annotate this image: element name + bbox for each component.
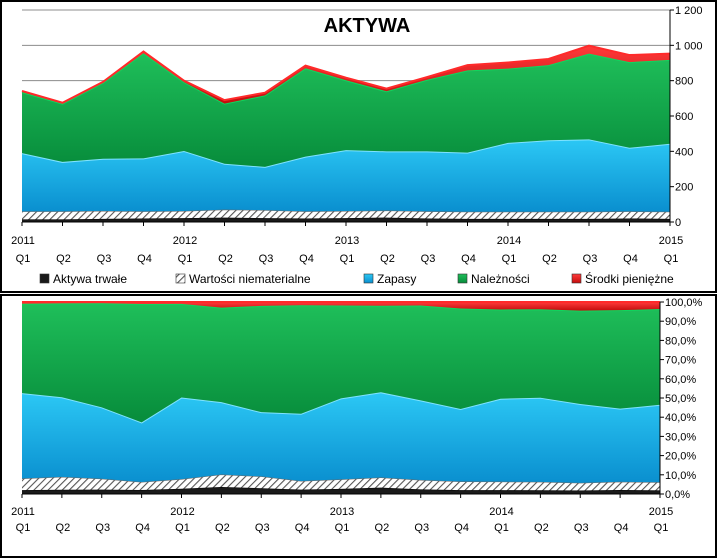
x-tick-label: Q4 <box>137 253 152 265</box>
y-tick-label: 30,0% <box>665 431 696 443</box>
x-tick-label: Q1 <box>654 522 669 534</box>
bottom-panel: 0,0% 10,0% 20,0% 30,0% 40,0% 50,0% 60,0% 70,0% 8… <box>11 297 702 534</box>
chart-title: AKTYWA <box>324 15 411 37</box>
x-tick-label: Q2 <box>542 253 557 265</box>
top-panel: 0 200 400 600 800 1 000 1 200 Q1 Q2 Q3 Q4 Q1 Q2 Q3 Q4 Q… <box>11 5 702 265</box>
x-tick-label: Q3 <box>97 253 112 265</box>
x-tick-label: Q1 <box>335 522 350 534</box>
x-tick-label: Q2 <box>56 253 71 265</box>
x-tick-label: Q2 <box>56 522 71 534</box>
x-tick-label: Q4 <box>299 253 314 265</box>
area-series-naleznosci <box>22 53 670 167</box>
x-tick-label: Q1 <box>16 253 31 265</box>
area-series-naleznosci <box>22 303 660 423</box>
legend-swatch <box>571 273 582 284</box>
x-year-label: 2012 <box>170 506 194 518</box>
y-tick-label: 800 <box>675 76 693 88</box>
y-tick-label: 1 200 <box>675 5 703 17</box>
x-tick-label: Q3 <box>583 253 598 265</box>
x-year-label: 2011 <box>11 235 35 247</box>
y-tick-label: 40,0% <box>665 412 696 424</box>
x-year-label: 2011 <box>11 506 35 518</box>
area-series-zapasy <box>22 139 670 212</box>
x-tick-label: Q3 <box>95 522 110 534</box>
legend-label: Zapasy <box>377 272 416 286</box>
area-edge-srodki-pieniezne <box>21 44 671 104</box>
y-tick-label: 100,0% <box>665 297 703 309</box>
x-year-label: 2012 <box>173 235 197 247</box>
x-year-label: 2013 <box>330 506 354 518</box>
legend-swatch <box>363 273 374 284</box>
x-tick-label: Q1 <box>178 253 193 265</box>
x-tick-label: Q2 <box>215 522 230 534</box>
legend-swatch <box>175 273 186 284</box>
y-tick-label: 60,0% <box>665 374 696 386</box>
x-tick-label: Q4 <box>295 522 310 534</box>
y-tick-label: 90,0% <box>665 316 696 328</box>
x-tick-label: Q2 <box>380 253 395 265</box>
x-year-label: 2015 <box>659 235 683 247</box>
y-tick-label: 20,0% <box>665 451 696 463</box>
area-series-srodki-pieniezne <box>22 302 660 311</box>
x-tick-label: Q4 <box>135 522 150 534</box>
x-tick-label: Q4 <box>623 253 638 265</box>
area-series-srodki-pieniezne <box>22 45 670 104</box>
x-tick-label: Q2 <box>218 253 233 265</box>
x-year-label: 2013 <box>335 235 359 247</box>
area-series-aktywa-trwale <box>22 217 670 222</box>
y-tick-label: 1 000 <box>675 40 703 52</box>
x-tick-label: Q3 <box>255 522 270 534</box>
x-tick-label: Q3 <box>421 253 436 265</box>
x-year-label: 2014 <box>497 235 521 247</box>
x-tick-label: Q2 <box>375 522 390 534</box>
y-tick-label: 400 <box>675 146 693 158</box>
x-tick-label: Q1 <box>340 253 355 265</box>
x-tick-label: Q1 <box>502 253 517 265</box>
x-tick-label: Q3 <box>259 253 274 265</box>
x-year-label: 2015 <box>649 506 673 518</box>
x-tick-label: Q1 <box>494 522 509 534</box>
y-tick-label: 50,0% <box>665 393 696 405</box>
y-tick-label: 0,0% <box>665 489 690 501</box>
x-tick-label: Q4 <box>614 522 629 534</box>
x-tick-label: Q4 <box>461 253 476 265</box>
x-year-label: 2014 <box>489 506 513 518</box>
x-tick-label: Q1 <box>175 522 190 534</box>
x-tick-label: Q1 <box>16 522 31 534</box>
x-tick-label: Q3 <box>574 522 589 534</box>
y-tick-label: 200 <box>675 182 693 194</box>
legend-label: Należności <box>471 272 530 286</box>
area-series-zapasy <box>22 392 660 483</box>
y-tick-label: 80,0% <box>665 335 696 347</box>
legend-label: Aktywa trwałe <box>53 272 127 286</box>
x-tick-label: Q2 <box>534 522 549 534</box>
x-tick-label: Q3 <box>414 522 429 534</box>
x-tick-label: Q4 <box>454 522 469 534</box>
x-tick-label: Q1 <box>664 253 679 265</box>
y-tick-label: 600 <box>675 111 693 123</box>
legend-swatch <box>39 273 50 284</box>
legend-label: Środki pieniężne <box>585 271 674 286</box>
area-series-wartosci-niematerialne <box>22 474 660 491</box>
legend: Aktywa trwałe Wartości niematerialne Zapas… <box>39 271 674 286</box>
legend-label: Wartości niematerialne <box>189 272 311 286</box>
y-tick-label: 0 <box>675 217 681 229</box>
y-tick-label: 70,0% <box>665 355 696 367</box>
legend-swatch <box>457 273 468 284</box>
y-tick-label: 10,0% <box>665 470 696 482</box>
